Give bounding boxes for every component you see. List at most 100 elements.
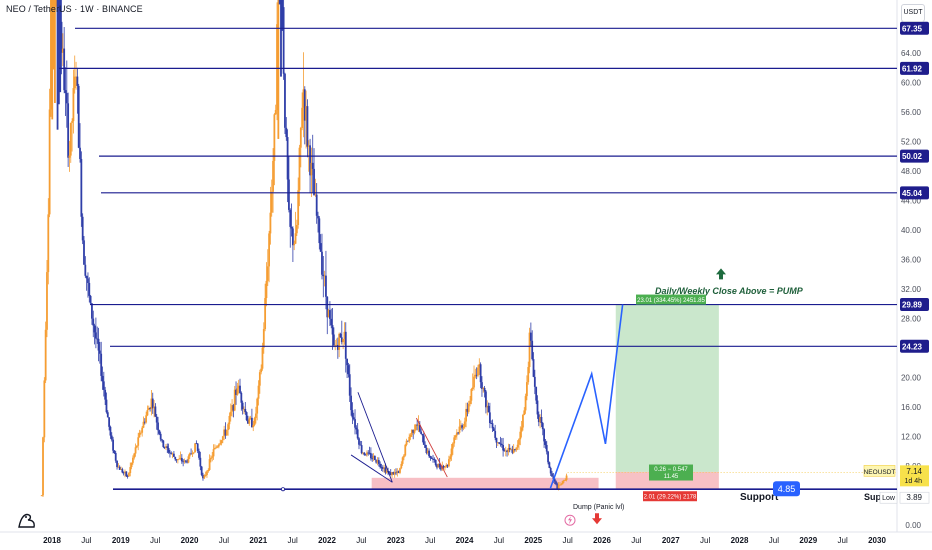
support-value-label: 4.85: [778, 484, 796, 494]
candle-body: [92, 318, 95, 326]
candle-body: [335, 344, 338, 346]
candle-body: [254, 413, 257, 419]
candle-body: [260, 368, 263, 373]
x-tick-label: 2026: [593, 536, 611, 545]
support-anchor-dot: [280, 487, 285, 492]
candle-body: [247, 420, 249, 424]
candle-body: [114, 452, 117, 461]
candle-body: [261, 347, 264, 369]
candle-body: [282, 7, 285, 74]
candle-body: [121, 469, 124, 473]
candle-body: [536, 400, 539, 415]
candle-body: [539, 417, 542, 423]
candle-body: [240, 392, 243, 403]
target-tag-label: 23.01 (334.45%) 2451.85: [637, 298, 705, 304]
candle-body: [288, 179, 290, 210]
candle-body: [454, 435, 457, 438]
currency-button[interactable]: USDT: [901, 4, 925, 22]
candle-body: [150, 398, 153, 409]
candle-body: [516, 444, 519, 448]
candle-body: [93, 325, 96, 333]
candle-body: [490, 423, 493, 424]
levels: [59, 27, 897, 492]
candle-body: [338, 333, 341, 350]
x-tick-label: 2023: [387, 536, 405, 545]
candle-body: [473, 376, 475, 388]
x-tick-label: Jul: [494, 536, 504, 545]
candle-body: [67, 103, 70, 158]
candle-body: [200, 466, 203, 475]
x-tick-label: Jul: [288, 536, 298, 545]
dump-annotation: Dump (Panic lvl): [573, 504, 624, 511]
countdown-label: 1d 4h: [904, 478, 922, 485]
candle-body: [399, 468, 401, 473]
candle-body: [155, 416, 158, 423]
level-price-tag: [900, 186, 929, 200]
y-tick-label: 16.00: [901, 403, 922, 412]
candle-body: [376, 460, 379, 463]
candle-body: [251, 417, 253, 428]
candle-body: [471, 387, 474, 389]
candle-body: [142, 421, 145, 428]
candle-body: [215, 447, 218, 449]
candle-body: [529, 332, 532, 341]
candle-body: [475, 374, 478, 376]
candle-body: [73, 76, 76, 89]
candle-body: [407, 440, 409, 442]
candle-body: [392, 472, 395, 475]
candle-body: [483, 387, 486, 392]
candle-body: [555, 481, 557, 485]
candle-body: [191, 453, 194, 455]
candle-body: [492, 428, 495, 432]
candle-body: [434, 459, 437, 465]
y-tick-label: 28.00: [901, 315, 922, 324]
candle-body: [206, 471, 208, 476]
candle-body: [385, 470, 388, 473]
candle-body: [379, 463, 382, 468]
candle-body: [239, 385, 241, 393]
candle-body: [219, 443, 222, 445]
candle-body: [305, 106, 308, 121]
candle-body: [510, 449, 512, 451]
candle-body: [170, 452, 173, 454]
candle-body: [307, 145, 310, 147]
candle-body: [225, 430, 228, 436]
candle-body: [330, 318, 333, 326]
candle-body: [69, 122, 72, 156]
candle-body: [371, 458, 374, 460]
level-price-label: 45.04: [902, 189, 923, 198]
candle-body: [208, 459, 211, 470]
candle-body: [528, 332, 531, 368]
candle-body: [494, 431, 497, 438]
x-tick-label: 2029: [799, 536, 817, 545]
candle-body: [130, 462, 133, 468]
candle-body: [57, 0, 60, 105]
candle-body: [551, 473, 553, 477]
candle-body: [179, 457, 182, 459]
candle-body: [329, 310, 331, 319]
level-price-label: 29.89: [902, 301, 923, 310]
candle-body: [393, 472, 396, 475]
candle-body: [273, 114, 276, 161]
candle-body: [313, 168, 315, 196]
support-value-tag: [773, 481, 800, 497]
candle-body: [405, 440, 408, 445]
candle-body: [540, 417, 543, 424]
candle-body: [455, 432, 458, 436]
trend-line-red: [415, 417, 448, 478]
candle-body: [369, 453, 372, 459]
candle-body: [543, 429, 545, 442]
candle-body: [293, 243, 296, 246]
candle-body: [210, 457, 212, 460]
candle-body: [167, 448, 170, 453]
candle-body: [211, 456, 214, 458]
x-tick-label: 2021: [249, 536, 267, 545]
candle-body: [248, 418, 251, 424]
candle-body: [541, 423, 544, 430]
candle-body: [377, 460, 380, 464]
zones: [371, 304, 719, 490]
candle-body: [560, 484, 563, 486]
candle-body: [207, 469, 210, 472]
candle-body: [278, 0, 281, 5]
